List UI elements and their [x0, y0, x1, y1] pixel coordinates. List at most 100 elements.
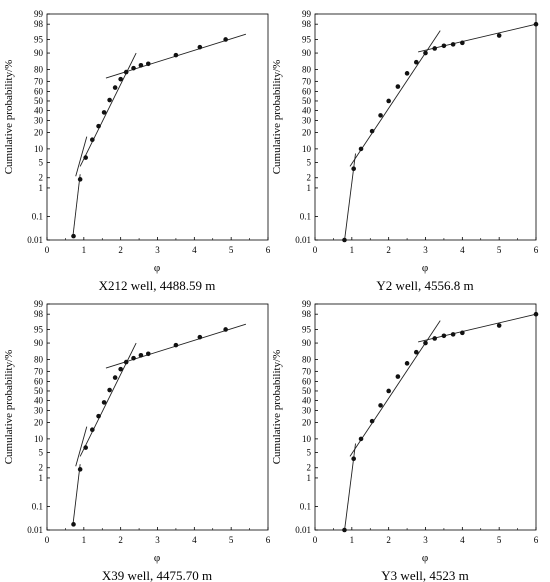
data-point: [441, 43, 447, 49]
y-tick-label: 70: [34, 366, 44, 376]
x-tick-label: 2: [386, 245, 391, 255]
y-axis-label: Cumulative probability/%: [3, 350, 15, 465]
data-point: [450, 42, 456, 47]
x-tick-label: 2: [118, 535, 123, 545]
plot-frame: [314, 303, 537, 531]
y-tick-label: 70: [302, 366, 312, 376]
data-point: [358, 436, 364, 442]
x-tick-label: 6: [266, 535, 271, 545]
data-point: [432, 46, 438, 51]
y-tick-label: 60: [34, 376, 44, 386]
data-point: [90, 137, 95, 143]
x-tick-label: 4: [192, 535, 197, 545]
y-tick-label: 1: [39, 183, 44, 193]
y-tick-label: 0.01: [27, 525, 43, 535]
data-point: [432, 336, 438, 341]
y-tick-label: 5: [307, 157, 312, 167]
data-point: [101, 110, 107, 115]
y-tick-label: 30: [34, 406, 44, 416]
y-tick-label: 99: [34, 299, 44, 309]
x-tick-label: 6: [266, 245, 271, 255]
data-point: [112, 85, 118, 90]
x-tick-label: 1: [82, 535, 87, 545]
x-tick-label: 4: [460, 245, 465, 255]
y-tick-label: 0.1: [32, 211, 43, 221]
y-tick-label: 99: [302, 9, 312, 19]
y-tick-label: 99: [34, 9, 44, 19]
y-tick-label: 10: [302, 434, 312, 444]
y-tick-label: 5: [307, 447, 312, 457]
chart-caption: X39 well, 4475.70 m: [102, 568, 212, 582]
data-point: [112, 375, 118, 380]
data-point: [423, 50, 428, 56]
fit-line: [79, 52, 137, 167]
x-tick-label: 0: [313, 535, 318, 545]
y-axis-label: Cumulative probability/%: [3, 60, 15, 175]
y-tick-label: 98: [34, 309, 44, 319]
y-tick-label: 2: [39, 173, 44, 183]
x-axis-label: φ: [154, 262, 160, 274]
y-tick-label: 40: [302, 395, 312, 405]
data-point: [404, 361, 410, 366]
fit-line: [75, 426, 88, 467]
data-point: [107, 97, 112, 103]
data-point: [413, 349, 419, 355]
y-tick-label: 80: [34, 65, 44, 75]
chart-caption: X212 well, 4488.59 m: [99, 278, 216, 293]
fit-line: [349, 30, 441, 167]
x-tick-label: 6: [534, 245, 539, 255]
data-point: [342, 527, 347, 533]
data-point: [96, 413, 101, 419]
y-tick-label: 2: [39, 463, 44, 473]
y-tick-label: 1: [307, 473, 312, 483]
y-tick-label: 0.1: [300, 501, 311, 511]
data-point: [533, 311, 539, 317]
y-axis-label: Cumulative probability/%: [271, 350, 283, 465]
x-tick-label: 5: [229, 535, 234, 545]
y-tick-label: 1: [307, 183, 312, 193]
chart-panel-x212: Cumulative probability/% φ X212 well, 44…: [3, 9, 271, 293]
data-point: [496, 323, 502, 328]
y-tick-label: 40: [34, 105, 44, 115]
y-tick-label: 0.01: [295, 525, 311, 535]
fit-line: [72, 174, 81, 238]
y-tick-label: 10: [34, 144, 44, 154]
data-point: [118, 366, 123, 372]
data-point: [223, 37, 228, 42]
data-point: [404, 71, 410, 76]
x-axis-label: φ: [422, 552, 428, 564]
x-tick-label: 0: [313, 245, 318, 255]
x-tick-label: 4: [460, 535, 465, 545]
fit-line: [418, 313, 537, 343]
y-tick-label: 90: [34, 48, 44, 58]
x-axis-label: φ: [422, 262, 428, 274]
data-point: [131, 355, 136, 361]
y-tick-label: 50: [302, 386, 312, 396]
y-tick-label: 40: [302, 105, 312, 115]
x-tick-label: 3: [155, 245, 160, 255]
plot-frame: [46, 303, 269, 531]
y-tick-label: 80: [34, 355, 44, 365]
chart-caption: Y3 well, 4523 m: [381, 568, 468, 582]
x-tick-label: 6: [534, 535, 539, 545]
fit-line: [349, 320, 441, 457]
data-point: [369, 128, 375, 134]
data-point: [71, 522, 76, 527]
fit-line: [72, 464, 81, 527]
y-tick-label: 60: [302, 86, 312, 96]
y-tick-label: 0.01: [295, 235, 311, 245]
x-tick-label: 0: [45, 535, 50, 545]
data-point: [131, 65, 136, 71]
y-tick-label: 95: [302, 34, 312, 44]
data-point: [77, 467, 83, 472]
x-tick-label: 5: [229, 245, 234, 255]
y-tick-label: 98: [34, 19, 44, 29]
data-point: [460, 330, 465, 336]
y-tick-label: 90: [302, 48, 312, 58]
data-point: [123, 69, 129, 75]
x-tick-label: 2: [118, 245, 123, 255]
y-tick-label: 20: [302, 127, 312, 137]
data-point: [173, 52, 179, 58]
plot-frame: [46, 13, 269, 241]
